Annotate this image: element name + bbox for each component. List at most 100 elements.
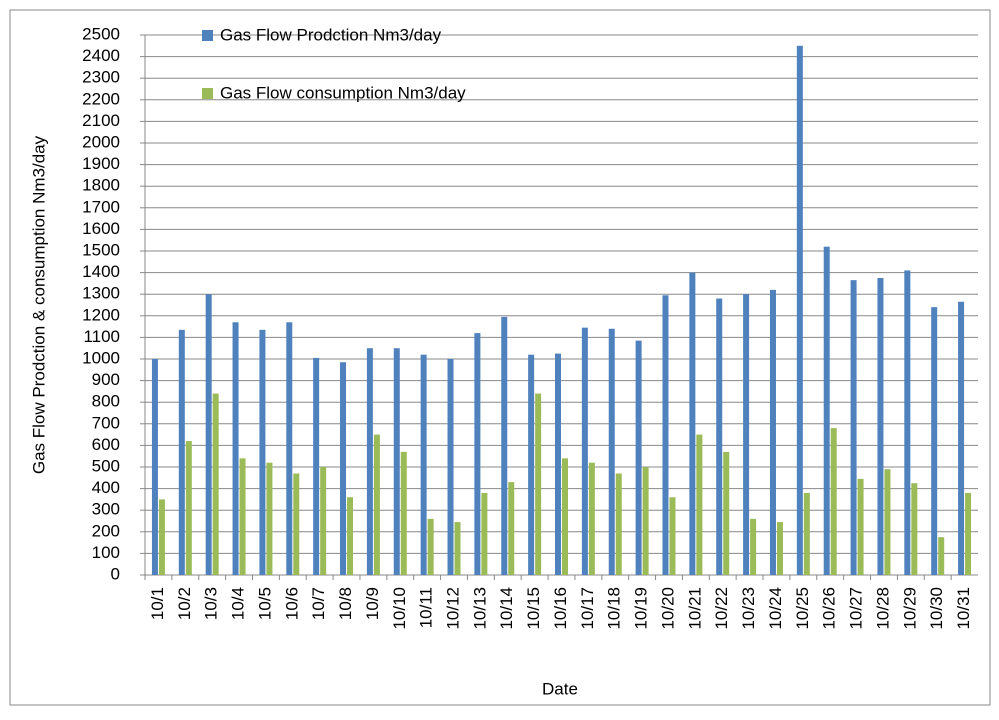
bar <box>232 322 239 575</box>
bar <box>877 278 884 575</box>
y-tick-label: 800 <box>92 392 120 411</box>
bar <box>420 354 427 575</box>
bar <box>320 467 327 575</box>
bar <box>501 316 508 575</box>
bar <box>769 289 776 575</box>
x-tick-label: 10/3 <box>202 587 221 620</box>
x-tick-label: 10/15 <box>524 587 543 630</box>
y-tick-label: 1400 <box>82 262 120 281</box>
x-tick-label: 10/20 <box>658 587 677 630</box>
y-tick-label: 1600 <box>82 219 120 238</box>
y-tick-label: 1000 <box>82 348 120 367</box>
x-tick-label: 10/4 <box>229 587 248 620</box>
y-tick-label: 2300 <box>82 68 120 87</box>
x-tick-label: 10/17 <box>578 587 597 630</box>
bar <box>481 492 488 575</box>
bar <box>716 298 723 575</box>
bar <box>635 340 642 575</box>
bar <box>555 353 561 575</box>
x-tick-label: 10/18 <box>605 587 624 630</box>
bar <box>642 467 649 575</box>
bar <box>904 270 911 575</box>
y-tick-label: 400 <box>92 478 120 497</box>
bar <box>535 393 542 575</box>
bar <box>373 434 380 575</box>
y-tick-label: 900 <box>92 370 120 389</box>
bar <box>178 329 185 575</box>
bar <box>796 45 803 576</box>
x-tick-label: 10/14 <box>497 587 516 630</box>
x-tick-label: 10/16 <box>551 587 570 630</box>
bar <box>830 428 837 575</box>
x-tick-label: 10/7 <box>309 587 328 620</box>
legend-swatch <box>202 88 213 99</box>
y-tick-label: 1700 <box>82 197 120 216</box>
y-tick-label: 1800 <box>82 176 120 195</box>
y-axis-label: Gas Flow Prodction & consumption Nm3/day <box>29 135 48 474</box>
bar <box>743 294 750 575</box>
bar <box>581 327 588 575</box>
bar <box>447 359 454 575</box>
y-tick-label: 2400 <box>82 46 120 65</box>
bar <box>884 469 891 575</box>
y-tick-label: 1100 <box>83 327 120 346</box>
bar <box>454 522 461 575</box>
bar <box>588 462 595 575</box>
x-tick-label: 10/11 <box>417 587 436 628</box>
x-tick-label: 10/24 <box>766 587 785 630</box>
bar <box>205 294 212 575</box>
bar <box>393 348 400 575</box>
x-axis-label: Date <box>542 679 578 698</box>
x-tick-label: 10/5 <box>255 587 274 620</box>
bar <box>347 497 354 575</box>
bar <box>662 295 669 575</box>
bar <box>313 357 320 575</box>
bar <box>562 458 568 575</box>
y-tick-label: 700 <box>92 413 120 432</box>
bar <box>259 329 266 575</box>
bar <box>266 462 273 575</box>
bar <box>286 322 293 575</box>
bar <box>185 441 192 575</box>
x-tick-label: 10/26 <box>820 587 839 630</box>
bar <box>669 497 676 575</box>
y-tick-label: 1300 <box>82 284 120 303</box>
x-tick-label: 10/1 <box>148 587 167 620</box>
x-tick-label: 10/25 <box>793 587 812 630</box>
x-tick-label: 10/19 <box>632 587 651 630</box>
bar <box>750 518 757 575</box>
bar <box>931 307 938 575</box>
bar <box>400 451 407 575</box>
x-tick-label: 10/12 <box>444 587 463 630</box>
x-tick-label: 10/29 <box>900 587 919 630</box>
y-tick-label: 2000 <box>82 132 120 151</box>
x-tick-label: 10/30 <box>927 587 946 630</box>
bar <box>158 499 165 575</box>
x-tick-label: 10/10 <box>390 587 409 630</box>
chart-border <box>9 9 991 706</box>
bar <box>508 482 515 575</box>
y-tick-label: 100 <box>92 543 120 562</box>
bar <box>293 473 300 575</box>
bar <box>212 393 219 575</box>
y-tick-label: 2100 <box>82 111 120 130</box>
x-tick-label: 10/28 <box>873 587 892 630</box>
y-tick-label: 1500 <box>82 240 120 259</box>
bar <box>239 458 246 575</box>
bar <box>857 478 864 575</box>
bar <box>965 492 972 575</box>
bar <box>776 522 783 575</box>
bar <box>723 451 730 575</box>
legend-label: Gas Flow consumption Nm3/day <box>220 83 466 102</box>
x-tick-label: 10/21 <box>685 587 704 630</box>
bar <box>958 301 965 575</box>
y-tick-label: 300 <box>92 500 120 519</box>
y-tick-label: 0 <box>111 564 120 583</box>
bar <box>340 362 347 575</box>
y-tick-label: 2500 <box>82 24 120 43</box>
bar <box>911 483 918 575</box>
bar <box>615 473 622 575</box>
x-tick-label: 10/8 <box>336 587 355 620</box>
bar <box>823 246 830 575</box>
